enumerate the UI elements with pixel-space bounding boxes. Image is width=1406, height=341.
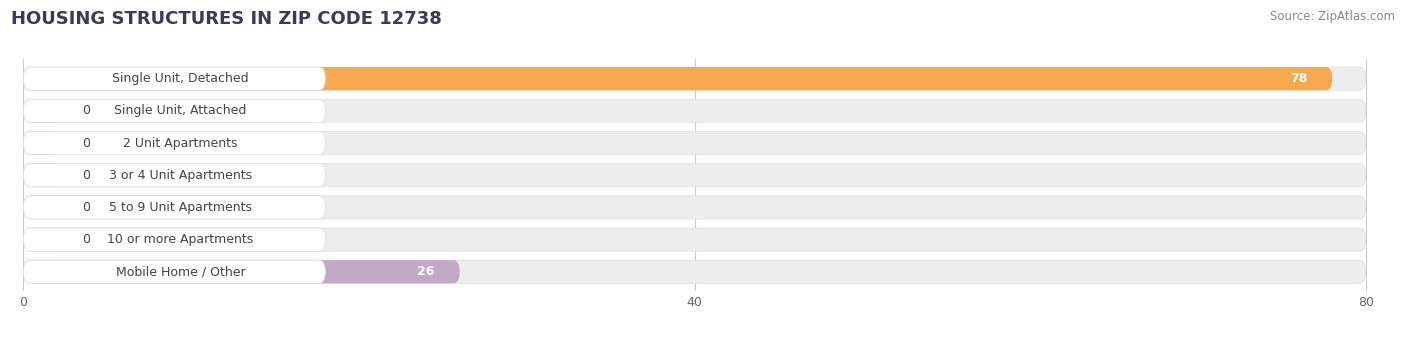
Text: 10 or more Apartments: 10 or more Apartments <box>107 233 253 246</box>
FancyBboxPatch shape <box>24 228 60 251</box>
FancyBboxPatch shape <box>24 196 1365 219</box>
Text: 0: 0 <box>82 233 90 246</box>
FancyBboxPatch shape <box>24 260 325 283</box>
Text: HOUSING STRUCTURES IN ZIP CODE 12738: HOUSING STRUCTURES IN ZIP CODE 12738 <box>11 10 441 28</box>
FancyBboxPatch shape <box>24 196 60 219</box>
FancyBboxPatch shape <box>24 164 325 187</box>
Text: 5 to 9 Unit Apartments: 5 to 9 Unit Apartments <box>108 201 252 214</box>
Text: Mobile Home / Other: Mobile Home / Other <box>115 265 245 278</box>
Text: 2 Unit Apartments: 2 Unit Apartments <box>124 136 238 149</box>
FancyBboxPatch shape <box>24 99 60 122</box>
Text: Source: ZipAtlas.com: Source: ZipAtlas.com <box>1270 10 1395 23</box>
FancyBboxPatch shape <box>24 196 325 219</box>
Text: 0: 0 <box>82 169 90 182</box>
FancyBboxPatch shape <box>24 228 1365 251</box>
FancyBboxPatch shape <box>24 260 1365 283</box>
Text: 78: 78 <box>1289 72 1308 85</box>
FancyBboxPatch shape <box>24 99 1365 122</box>
FancyBboxPatch shape <box>24 67 1333 90</box>
Text: 0: 0 <box>82 104 90 117</box>
Text: 0: 0 <box>82 201 90 214</box>
FancyBboxPatch shape <box>24 260 460 283</box>
FancyBboxPatch shape <box>24 228 325 251</box>
Text: 3 or 4 Unit Apartments: 3 or 4 Unit Apartments <box>108 169 252 182</box>
FancyBboxPatch shape <box>24 164 60 187</box>
FancyBboxPatch shape <box>24 67 1365 90</box>
FancyBboxPatch shape <box>24 99 325 122</box>
Text: Single Unit, Detached: Single Unit, Detached <box>112 72 249 85</box>
Text: Single Unit, Attached: Single Unit, Attached <box>114 104 246 117</box>
FancyBboxPatch shape <box>24 131 60 154</box>
FancyBboxPatch shape <box>24 131 325 154</box>
FancyBboxPatch shape <box>24 164 1365 187</box>
FancyBboxPatch shape <box>24 67 325 90</box>
Text: 26: 26 <box>418 265 434 278</box>
Text: 0: 0 <box>82 136 90 149</box>
FancyBboxPatch shape <box>24 131 1365 154</box>
